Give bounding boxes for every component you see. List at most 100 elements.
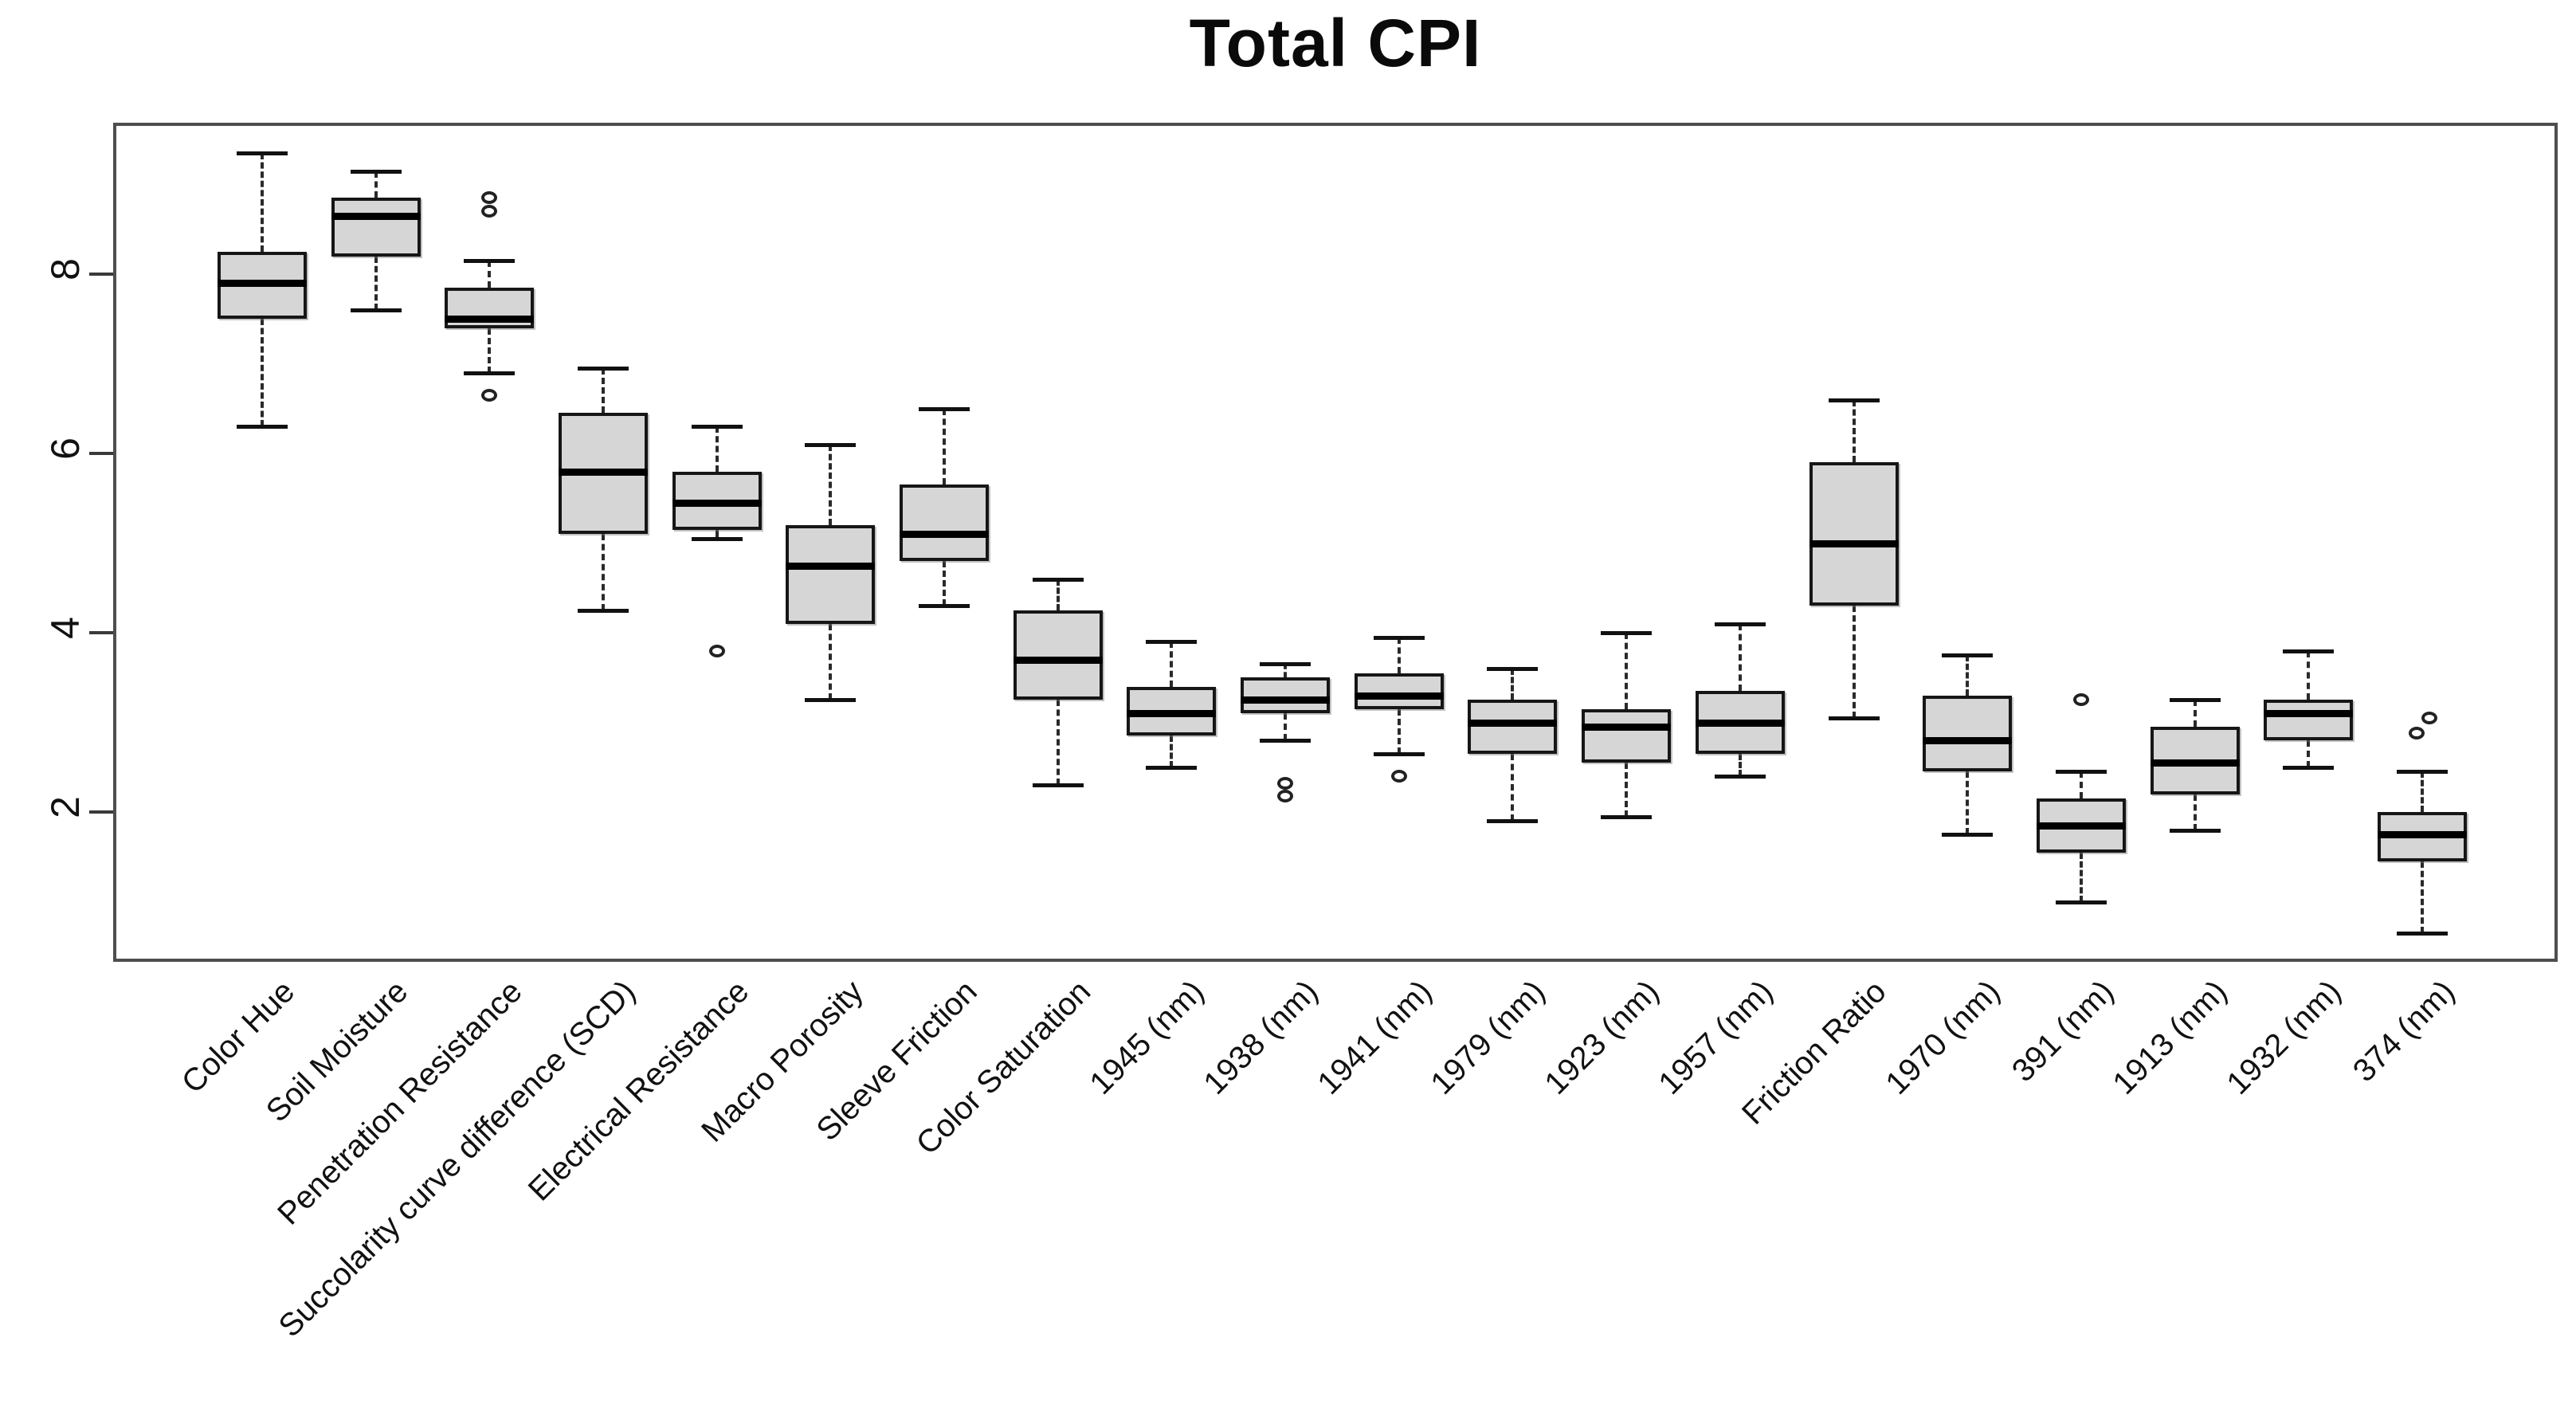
whisker-cap-lower [1373, 751, 1425, 756]
whisker-lower [1284, 713, 1288, 740]
whisker-upper [2193, 700, 2197, 728]
x-axis-label: 374 (nm) [2346, 974, 2462, 1089]
whisker-cap-lower [350, 308, 402, 312]
whisker-cap-lower [1714, 775, 1766, 779]
whisker-cap-upper [1828, 398, 1880, 402]
whisker-cap-upper [1146, 640, 1198, 645]
whisker-cap-lower [1146, 765, 1198, 770]
whisker-upper [1966, 655, 1970, 696]
whisker-upper [829, 444, 833, 525]
iqr-box [1241, 677, 1331, 714]
whisker-cap-upper [1487, 667, 1539, 671]
iqr-box [1809, 462, 1899, 606]
y-axis-tick-label: 2 [43, 796, 88, 818]
outlier-point [1390, 770, 1407, 783]
whisker-cap-upper [1601, 631, 1653, 635]
whisker-cap-upper [1373, 635, 1425, 640]
whisker-upper [2307, 650, 2311, 700]
whisker-cap-upper [578, 367, 629, 371]
whisker-upper [1397, 637, 1401, 673]
median-line [900, 531, 990, 539]
whisker-cap-lower [1032, 783, 1084, 788]
x-axis-label: 1938 (nm) [1197, 974, 1325, 1102]
whisker-upper [2420, 771, 2424, 812]
median-line [1127, 710, 1217, 718]
median-line [1013, 656, 1103, 664]
iqr-box [1354, 673, 1444, 709]
whisker-lower [1852, 606, 1856, 718]
x-axis-label: 1913 (nm) [2106, 974, 2234, 1102]
whisker-cap-lower [464, 371, 516, 375]
whisker-cap-lower [2396, 931, 2448, 936]
whisker-lower [1397, 708, 1401, 754]
whisker-upper [602, 368, 606, 414]
whisker-upper [1056, 579, 1060, 610]
whisker-lower [943, 561, 947, 606]
median-line [1582, 724, 1672, 732]
whisker-cap-upper [1032, 577, 1084, 582]
x-axis-label: 1923 (nm) [1538, 974, 1666, 1102]
median-line [218, 280, 307, 288]
whisker-upper [488, 261, 492, 288]
median-line [1923, 737, 2013, 744]
median-line [1809, 539, 1899, 547]
whisker-upper [1170, 641, 1174, 687]
whisker-upper [1511, 669, 1515, 700]
whisker-cap-lower [1942, 833, 1994, 838]
whisker-upper [261, 153, 264, 252]
y-axis-tick-label: 8 [43, 258, 88, 280]
whisker-cap-upper [2283, 649, 2335, 653]
outlier-point [2408, 727, 2425, 740]
whisker-cap-lower [2055, 900, 2107, 904]
outlier-point [481, 205, 498, 218]
whisker-lower [261, 319, 264, 427]
whisker-cap-upper [691, 425, 743, 430]
whisker-cap-upper [2169, 698, 2221, 703]
median-line [331, 212, 421, 220]
whisker-upper [1852, 399, 1856, 463]
whisker-cap-lower [237, 425, 288, 430]
whisker-lower [602, 534, 606, 610]
iqr-box [1013, 610, 1103, 700]
whisker-cap-upper [2055, 770, 2107, 775]
whisker-lower [2307, 740, 2311, 767]
iqr-box [900, 484, 990, 561]
outlier-point [481, 191, 498, 205]
whisker-lower [2193, 794, 2197, 830]
y-axis-tick-label: 6 [43, 437, 88, 460]
whisker-cap-upper [464, 259, 516, 264]
whisker-upper [943, 408, 947, 485]
whisker-cap-lower [578, 608, 629, 613]
y-axis-tick-label: 4 [43, 617, 88, 639]
iqr-box [1923, 695, 2013, 772]
median-line [2036, 822, 2126, 830]
median-line [445, 316, 535, 324]
x-axis-label: 1979 (nm) [1424, 974, 1552, 1102]
whisker-cap-upper [1714, 622, 1766, 626]
median-line [1695, 719, 1785, 727]
whisker-cap-lower [1260, 739, 1312, 743]
whisker-upper [374, 171, 378, 198]
whisker-cap-lower [1487, 819, 1539, 824]
whisker-lower [2079, 852, 2083, 902]
outlier-point [1277, 789, 1294, 802]
whisker-lower [2420, 861, 2424, 933]
median-line [1241, 696, 1331, 704]
x-axis-label: 1932 (nm) [2220, 974, 2348, 1102]
iqr-box [1468, 700, 1558, 754]
median-line [1468, 719, 1558, 727]
outlier-point [708, 644, 725, 657]
plot-frame [113, 123, 2558, 962]
whisker-cap-upper [237, 151, 288, 156]
iqr-box [2264, 700, 2354, 740]
whisker-cap-upper [1260, 662, 1312, 667]
median-line [786, 562, 876, 570]
y-axis-tick [89, 273, 113, 276]
x-axis-label: 1945 (nm) [1083, 974, 1211, 1102]
whisker-lower [715, 529, 719, 539]
y-axis-tick [89, 810, 113, 814]
iqr-box [786, 525, 876, 624]
whisker-cap-lower [691, 536, 743, 541]
chart-title: Total CPI [1189, 6, 1482, 80]
median-line [2377, 831, 2467, 839]
